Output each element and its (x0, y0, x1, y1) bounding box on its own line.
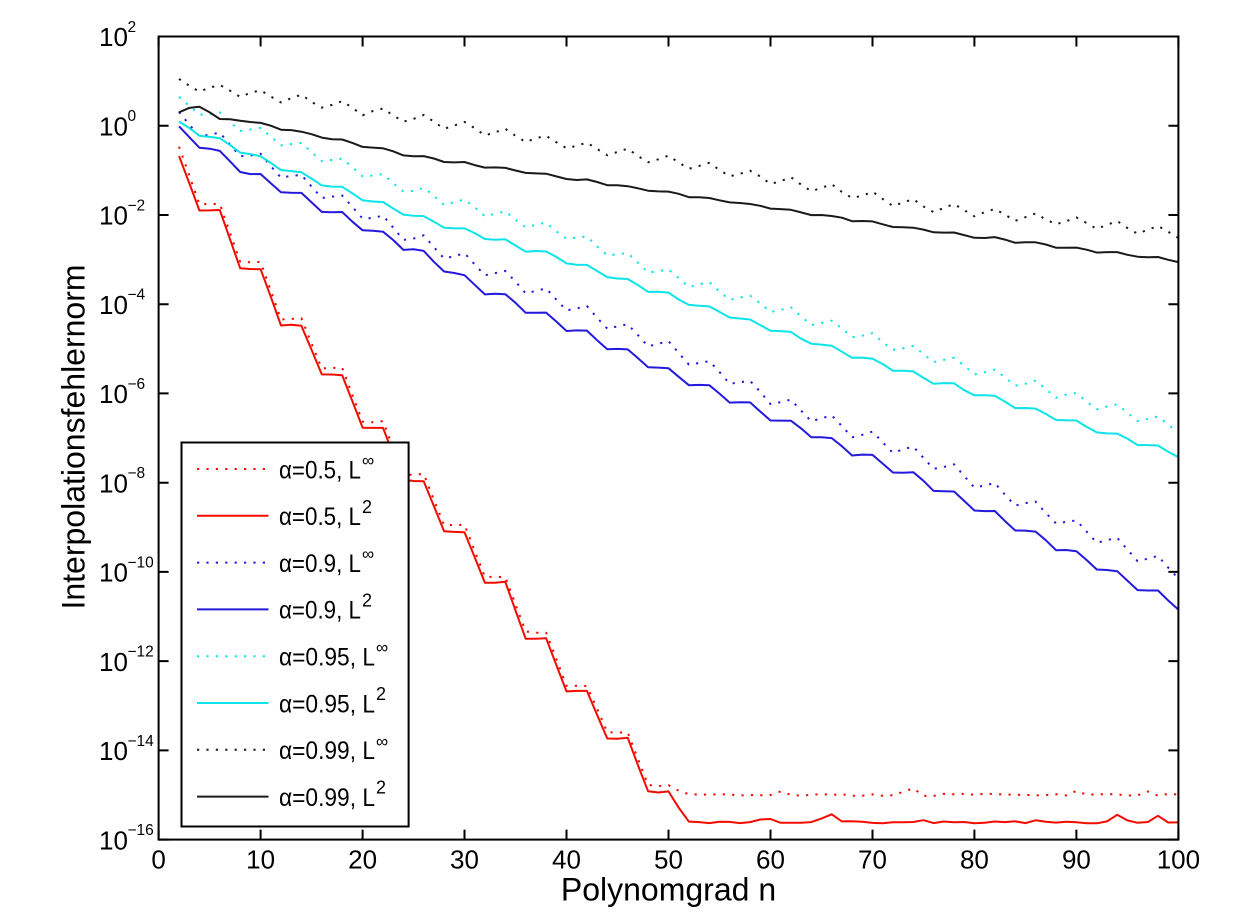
svg-text:α=0.99, L: α=0.99, L (279, 784, 375, 812)
svg-text:α=0.9, L: α=0.9, L (279, 597, 361, 625)
svg-text:10: 10 (99, 290, 128, 320)
svg-text:0: 0 (151, 845, 165, 875)
svg-text:∞: ∞ (376, 638, 388, 657)
svg-text:10: 10 (99, 201, 128, 231)
svg-text:10: 10 (99, 468, 128, 498)
svg-text:α=0.95, L: α=0.95, L (279, 690, 375, 718)
svg-text:2: 2 (376, 684, 386, 704)
svg-text:10: 10 (99, 22, 128, 52)
svg-text:∞: ∞ (376, 732, 388, 751)
svg-text:30: 30 (450, 845, 479, 875)
svg-text:10: 10 (99, 379, 128, 409)
svg-text:2: 2 (362, 590, 372, 610)
svg-text:10: 10 (99, 736, 128, 766)
svg-text:10: 10 (246, 845, 275, 875)
svg-text:20: 20 (348, 845, 377, 875)
svg-text:80: 80 (960, 845, 989, 875)
svg-text:10: 10 (99, 111, 128, 141)
svg-text:2: 2 (362, 497, 372, 517)
svg-text:10: 10 (99, 558, 128, 588)
svg-text:100: 100 (1157, 845, 1200, 875)
svg-text:90: 90 (1062, 845, 1091, 875)
svg-text:Polynomgrad n: Polynomgrad n (561, 872, 776, 908)
svg-text:∞: ∞ (362, 451, 374, 470)
svg-text:−16: −16 (128, 822, 154, 839)
svg-text:Interpolationsfehlernorm: Interpolationsfehlernorm (56, 264, 92, 609)
svg-text:−8: −8 (128, 465, 146, 482)
svg-text:10: 10 (99, 825, 128, 855)
svg-text:70: 70 (858, 845, 887, 875)
svg-text:−2: −2 (128, 198, 146, 215)
svg-text:−12: −12 (128, 644, 154, 661)
svg-text:0: 0 (128, 108, 137, 125)
svg-text:α=0.99, L: α=0.99, L (279, 737, 375, 765)
svg-text:50: 50 (654, 845, 683, 875)
svg-text:α=0.5, L: α=0.5, L (279, 503, 361, 531)
svg-text:α=0.95, L: α=0.95, L (279, 644, 375, 672)
svg-text:−4: −4 (128, 287, 146, 304)
svg-text:60: 60 (756, 845, 785, 875)
svg-text:α=0.5, L: α=0.5, L (279, 456, 361, 484)
svg-text:10: 10 (99, 647, 128, 677)
svg-text:α=0.9, L: α=0.9, L (279, 550, 361, 578)
svg-text:−10: −10 (128, 554, 155, 571)
svg-text:−14: −14 (128, 733, 155, 750)
svg-text:2: 2 (376, 778, 386, 798)
svg-text:∞: ∞ (362, 545, 374, 564)
svg-text:2: 2 (128, 19, 137, 36)
svg-text:40: 40 (552, 845, 581, 875)
svg-text:−6: −6 (128, 376, 146, 393)
